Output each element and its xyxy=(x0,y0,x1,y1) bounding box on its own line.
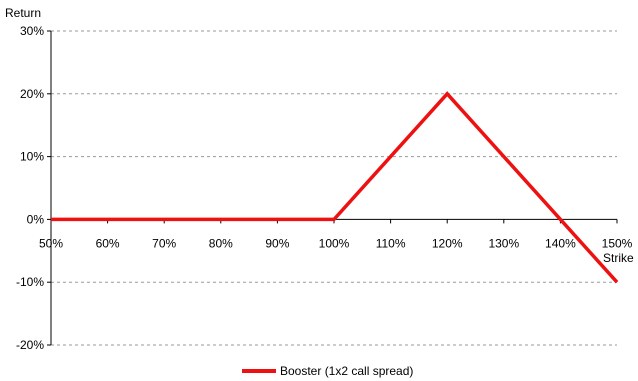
y-tick-labels: -20% -10% 0% 10% 20% 30% xyxy=(16,24,44,352)
series-line xyxy=(51,91,619,284)
x-tick-label: 130% xyxy=(488,236,519,250)
x-tick-label: 150% xyxy=(602,236,633,250)
x-tick-label: 50% xyxy=(39,236,63,250)
x-tick-label: 110% xyxy=(376,236,406,250)
y-tick-label: 30% xyxy=(20,24,44,38)
x-tick-label: 140% xyxy=(545,236,576,250)
y-tick-label: 0% xyxy=(27,212,45,226)
x-tick-label: 100% xyxy=(319,236,350,250)
legend-label: Booster (1x2 call spread) xyxy=(280,364,413,378)
y-axis-title: Return xyxy=(5,6,41,20)
x-tick-labels: 50% 60% 70% 80% 90% 100% 110% 120% 130% 140% 150% xyxy=(39,236,633,250)
legend: Booster (1x2 call spread) xyxy=(242,364,413,378)
y-tick-label: -20% xyxy=(16,338,44,352)
x-tick-label: 80% xyxy=(209,236,233,250)
x-tick-label: 120% xyxy=(432,236,463,250)
y-tick-label: -10% xyxy=(16,275,44,289)
x-tick-label: 70% xyxy=(152,236,176,250)
x-tick-label: 90% xyxy=(265,236,289,250)
y-tick-label: 10% xyxy=(20,150,44,164)
x-axis-title: Strike xyxy=(603,251,634,265)
y-tick-label: 20% xyxy=(20,87,44,101)
x-tick-label: 60% xyxy=(96,236,120,250)
series-layer xyxy=(50,91,619,284)
gridlines xyxy=(51,30,617,346)
